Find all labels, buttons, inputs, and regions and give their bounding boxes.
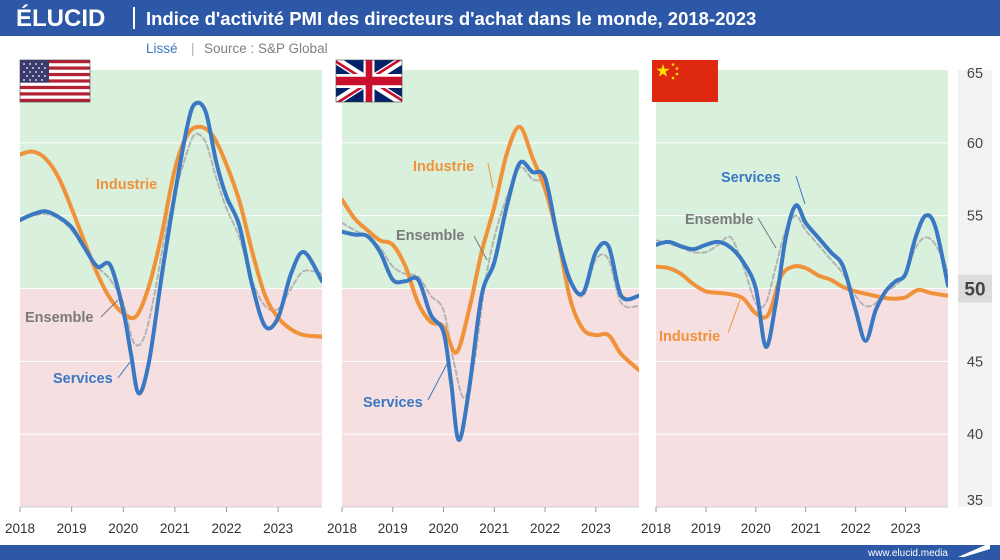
subtitle-separator: |	[191, 41, 195, 56]
y-tick-label: 35	[967, 493, 983, 509]
x-tick-label: 2019	[378, 521, 408, 536]
uk-flag	[335, 59, 403, 103]
series-line-industrie	[656, 264, 948, 320]
x-tick-label: 2018	[327, 521, 357, 536]
x-tick-label: 2021	[160, 521, 190, 536]
series-line-industrie	[342, 124, 639, 373]
elucid-logo: ÉLUCID	[16, 4, 105, 32]
x-tick-label: 2020	[429, 521, 459, 536]
x-tick-label: 2020	[108, 521, 138, 536]
series-label-ensemble: Ensemble	[396, 228, 465, 244]
subtitle-mode: Lissé	[146, 41, 178, 56]
series-label-services: Services	[721, 170, 781, 186]
series-label-ensemble: Ensemble	[685, 212, 754, 228]
expansion-zone	[656, 70, 948, 289]
label-leader-services	[795, 175, 806, 205]
x-tick-label: 2021	[479, 521, 509, 536]
label-leader-ensemble	[100, 299, 119, 318]
header-bar	[0, 0, 1000, 36]
y-tick-label-threshold: 50	[964, 280, 985, 301]
header-divider	[133, 7, 135, 29]
label-leader-services	[427, 361, 449, 401]
label-leader-ensemble	[757, 217, 777, 249]
series-label-services: Services	[53, 371, 113, 387]
panel-usa: Industrie Ensemble Services 2018 2019 2020 202…	[5, 70, 322, 536]
threshold-badge	[958, 274, 992, 303]
x-tick-label: 2023	[263, 521, 293, 536]
series-label-ensemble: Ensemble	[25, 310, 94, 326]
footer-url: www.elucid.media	[867, 548, 948, 559]
x-tick-label: 2020	[741, 521, 771, 536]
panel-china: Industrie Ensemble Services 2018 2019 2020 202…	[641, 70, 948, 536]
series-line-services	[20, 100, 322, 396]
y-tick-label: 60	[967, 136, 983, 152]
panel-uk: Industrie Ensemble Services 2018 2019 2020 202…	[327, 70, 639, 536]
contraction-zone	[342, 288, 639, 507]
y-tick-label: 65	[967, 66, 983, 82]
x-tick-label: 2022	[841, 521, 871, 536]
label-leader-services	[117, 361, 131, 379]
label-leader-industrie	[487, 162, 494, 189]
footer-bar	[0, 545, 1000, 560]
footer-logo-mark	[958, 543, 990, 557]
x-tick-label: 2023	[581, 521, 611, 536]
x-tick-label: 2018	[641, 521, 671, 536]
label-leader-ensemble	[473, 235, 488, 261]
china-flag	[652, 60, 718, 102]
chart-title: Indice d'activité PMI des directeurs d'a…	[146, 8, 756, 29]
subtitle-source: Source : S&P Global	[204, 41, 328, 56]
y-tick-label: 55	[967, 209, 983, 225]
y-axis: 35 40 45 50 55 60 65	[958, 66, 992, 509]
series-label-industrie: Industrie	[659, 329, 720, 345]
x-tick-label: 2019	[691, 521, 721, 536]
label-leader-industrie	[727, 299, 741, 334]
y-tick-label: 40	[967, 427, 983, 443]
x-tick-label: 2018	[5, 521, 35, 536]
x-tick-label: 2019	[57, 521, 87, 536]
us-flag	[19, 59, 91, 103]
series-label-industrie: Industrie	[96, 177, 157, 193]
x-tick-label: 2022	[211, 521, 241, 536]
series-line-industrie	[20, 124, 322, 339]
series-label-industrie: Industrie	[413, 159, 474, 175]
y-tick-label: 45	[967, 354, 983, 370]
series-label-services: Services	[363, 395, 423, 411]
series-line-services	[656, 203, 948, 349]
contraction-zone	[656, 288, 948, 507]
series-line-services	[342, 159, 639, 443]
x-tick-label: 2021	[791, 521, 821, 536]
x-tick-label: 2022	[530, 521, 560, 536]
x-tick-label: 2023	[891, 521, 921, 536]
